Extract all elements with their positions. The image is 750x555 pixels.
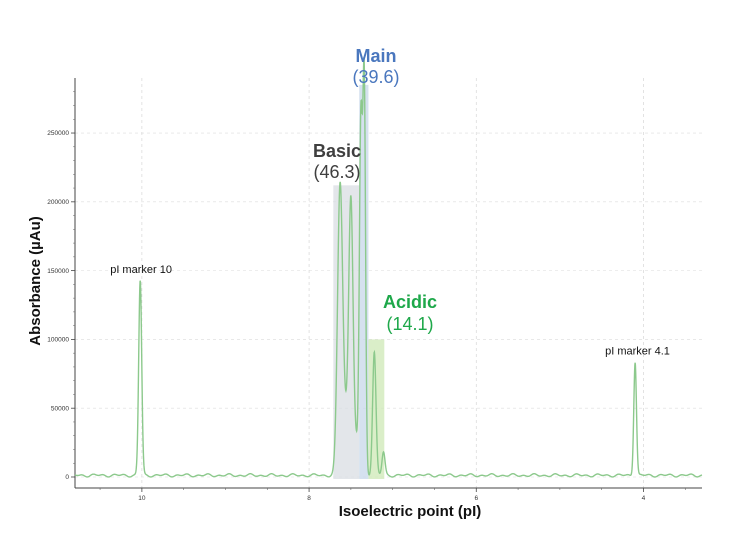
y-tick-label-5: 250000 [47, 130, 69, 137]
series-line-group [74, 57, 703, 478]
y-axis-title: Absorbance (µAu) [27, 216, 44, 346]
y-tick-label-1: 50000 [51, 405, 69, 412]
y-tick-label-0: 0 [65, 474, 69, 481]
x-tick-label-1: 8 [307, 495, 311, 502]
x-tick-label-3: 4 [642, 495, 646, 502]
region-band-main [359, 84, 369, 479]
region-label-main: Main [355, 46, 396, 66]
x-tick-label-0: 10 [138, 495, 146, 502]
region-label-acidic: Acidic [383, 292, 437, 312]
region-value-basic: (46.3) [313, 162, 360, 182]
region-bands [333, 84, 385, 479]
series-line [74, 57, 703, 478]
region-value-acidic: (14.1) [386, 314, 433, 334]
x-tick-label-2: 6 [474, 495, 478, 502]
annotations: pI marker 10 pI marker 4.1 Basic(46.3) Main… [110, 46, 670, 357]
y-tick-label-3: 150000 [47, 268, 69, 275]
x-axis-title: Isoelectric point (pI) [339, 503, 482, 520]
region-value-main: (39.6) [352, 67, 399, 87]
ticks: 10 8 6 4 0 50000 100000 150000 200000 250000 [47, 91, 686, 502]
y-tick-label-4: 200000 [47, 199, 69, 206]
grid [75, 78, 702, 488]
annotation-label-1: pI marker 4.1 [605, 345, 670, 357]
y-tick-label-2: 100000 [47, 337, 69, 344]
axes [74, 78, 702, 489]
annotation-label-0: pI marker 10 [110, 264, 172, 276]
region-label-basic: Basic [313, 141, 361, 161]
